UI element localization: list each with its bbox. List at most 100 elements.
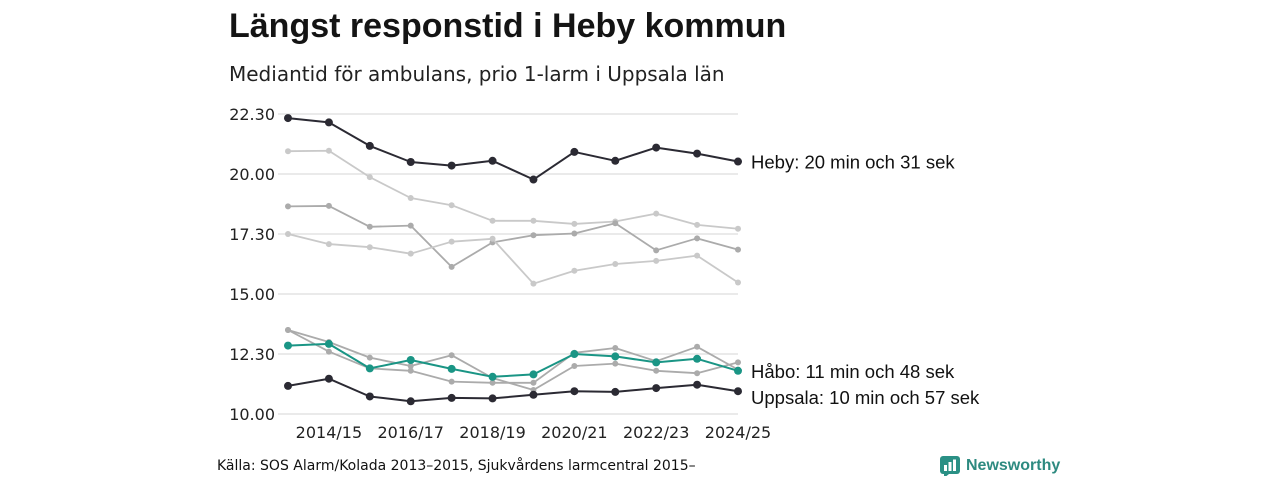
data-point	[284, 341, 292, 350]
data-point	[406, 158, 415, 166]
data-point	[734, 366, 742, 375]
data-point	[284, 381, 292, 390]
data-point	[447, 393, 456, 402]
data-point	[612, 261, 619, 267]
data-point	[406, 356, 415, 364]
series-line-övrig-kommun-e	[287, 329, 739, 384]
series-line-övrig-kommun-a	[287, 149, 739, 230]
data-point	[448, 202, 455, 209]
data-point	[285, 148, 291, 155]
data-point	[571, 220, 578, 227]
data-point	[570, 387, 579, 396]
series-heby	[284, 114, 742, 184]
y-tick-label: 20.00	[229, 165, 275, 184]
data-point	[365, 364, 374, 373]
data-point	[529, 390, 538, 399]
brand-logo[interactable]: Newsworthy	[940, 456, 1060, 476]
data-point	[735, 279, 741, 286]
data-point	[570, 350, 579, 358]
data-point	[325, 147, 332, 154]
y-tick-label: 17.30	[229, 225, 275, 244]
end-labels: Heby: 20 min och 31 sek Håbo: 11 min och …	[751, 152, 980, 408]
data-point	[285, 231, 291, 237]
data-point	[693, 380, 702, 389]
data-point	[530, 379, 537, 386]
data-point	[407, 250, 414, 257]
series-line-uppsala	[287, 377, 739, 403]
series-line-övrig-kommun-d	[287, 329, 739, 391]
data-point	[488, 394, 497, 403]
series-line-övrig-kommun-b	[287, 205, 739, 268]
data-point	[735, 246, 741, 253]
series-håbo	[284, 339, 742, 381]
y-tick-label: 10.00	[229, 405, 275, 424]
y-tick-label: 12.30	[229, 345, 275, 364]
series-övrig-kommun-a	[285, 147, 741, 232]
data-point	[365, 392, 374, 401]
data-point	[448, 352, 455, 359]
data-point	[365, 141, 374, 150]
data-point	[325, 348, 332, 355]
chart-subtitle: Mediantid för ambulans, prio 1-larm i Up…	[229, 62, 725, 86]
data-point	[653, 247, 660, 254]
data-point	[285, 203, 291, 210]
gridlines	[278, 113, 738, 415]
data-point	[652, 143, 661, 152]
data-point	[489, 235, 496, 242]
data-point	[366, 174, 373, 181]
data-point	[448, 238, 455, 245]
data-point	[325, 202, 332, 209]
data-point	[529, 175, 538, 184]
data-point	[652, 384, 661, 393]
x-tick-label: 2020/21	[541, 423, 607, 442]
newsworthy-logo-icon	[940, 456, 960, 476]
data-point	[529, 370, 538, 379]
data-point	[611, 387, 620, 396]
end-label-håbo: Håbo: 11 min och 48 sek	[751, 361, 955, 382]
data-point	[693, 149, 702, 158]
x-tick-label: 2024/25	[705, 423, 771, 442]
data-point	[448, 378, 455, 385]
data-point	[653, 367, 660, 374]
data-point	[489, 217, 496, 224]
data-point	[488, 156, 497, 165]
data-point	[734, 157, 742, 166]
x-tick-label: 2014/15	[296, 423, 362, 442]
data-point	[325, 241, 332, 248]
data-point	[407, 222, 414, 229]
data-point	[735, 225, 741, 232]
data-point	[448, 263, 455, 270]
data-point	[324, 118, 333, 127]
chart-title: Längst responstid i Heby kommun	[229, 7, 787, 45]
data-point	[489, 379, 496, 386]
data-point	[653, 257, 660, 264]
data-point	[407, 195, 414, 201]
data-point	[735, 359, 741, 366]
data-point	[693, 354, 702, 363]
data-point	[530, 217, 537, 224]
end-label-heby: Heby: 20 min och 31 sek	[751, 152, 955, 173]
data-point	[570, 147, 579, 156]
data-point	[530, 280, 537, 287]
data-point	[366, 354, 373, 361]
data-point	[571, 267, 578, 274]
data-point	[571, 230, 578, 237]
data-point	[324, 374, 333, 383]
data-point	[611, 352, 620, 361]
data-point	[694, 221, 701, 228]
end-label-uppsala: Uppsala: 10 min och 57 sek	[751, 387, 980, 408]
data-point	[694, 252, 701, 259]
y-axis-ticks: 10.00 12.30 15.00 17.30 20.00 22.30	[229, 105, 275, 424]
x-tick-label: 2018/19	[459, 423, 525, 442]
series-övrig-kommun-c	[285, 231, 741, 287]
data-point	[734, 387, 742, 396]
source-note: Källa: SOS Alarm/Kolada 2013–2015, Sjukv…	[217, 458, 696, 474]
data-point	[612, 360, 619, 367]
data-point	[694, 343, 701, 350]
data-point	[447, 364, 456, 373]
data-point	[447, 161, 456, 170]
data-point	[366, 223, 373, 230]
data-point	[366, 244, 373, 251]
data-point	[530, 232, 537, 239]
